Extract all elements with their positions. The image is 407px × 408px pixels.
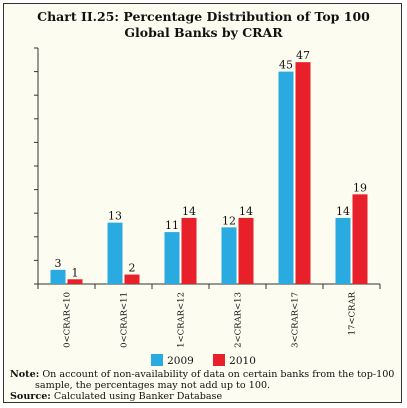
bar-2009-0 (50, 269, 66, 284)
bar-2010-2 (181, 217, 197, 284)
data-label-2010-0: 1 (72, 266, 79, 279)
legend-item-2009: 2009 (151, 354, 194, 367)
x-tick-label: 10<CRAR<11 (120, 292, 130, 349)
bar-2010-0 (67, 279, 83, 284)
x-tick-label: 17<CRAR (348, 291, 358, 335)
data-label-2009-5: 14 (336, 205, 350, 218)
data-label-2010-1: 2 (129, 262, 136, 275)
data-label-2009-0: 3 (55, 257, 62, 270)
data-label-2010-5: 19 (353, 181, 367, 194)
x-tick-label: 12<CRAR<13 (234, 292, 244, 349)
bar-2010-4 (295, 62, 311, 284)
legend-swatch-2009 (151, 354, 164, 366)
data-label-2009-4: 45 (279, 59, 293, 72)
x-tick-label: 0<CRAR<10 (63, 292, 73, 348)
chart-title-line1: Chart II.25: Percentage Distribution of … (37, 9, 370, 24)
chart-frame: Chart II.25: Percentage Distribution of … (3, 3, 402, 403)
x-tick-label: 13<CRAR<17 (291, 292, 301, 349)
bar-2010-3 (238, 217, 254, 284)
chart-notes: Note: On account of non-availability of … (10, 369, 400, 402)
data-label-2009-1: 13 (108, 210, 122, 223)
source-line: Source: Calculated using Banker Database (10, 391, 400, 402)
source-label: Source: (10, 391, 51, 402)
chart-title-line2: Global Banks by CRAR (124, 25, 283, 40)
note-label: Note: (10, 369, 40, 380)
x-tick-label: 11<CRAR<12 (177, 292, 187, 349)
note-line-1: Note: On account of non-availability of … (10, 369, 400, 380)
note-text-1: On account of non-availability of data o… (42, 369, 395, 380)
legend-swatch-2010 (213, 354, 226, 366)
bar-chart: 310<CRAR<1013210<CRAR<11111411<CRAR<1212… (34, 47, 381, 349)
bar-2010-1 (124, 274, 140, 284)
chart-legend: 2009 2010 (4, 354, 403, 367)
bar-2009-4 (278, 71, 294, 284)
bar-2009-3 (221, 227, 237, 284)
legend-label-2010: 2010 (229, 355, 256, 367)
legend-item-2010: 2010 (213, 354, 256, 367)
data-label-2009-3: 12 (222, 214, 236, 227)
bar-2009-1 (107, 222, 123, 284)
bar-2010-5 (352, 194, 368, 284)
legend-label-2009: 2009 (167, 355, 194, 367)
data-label-2010-3: 14 (239, 205, 253, 218)
data-label-2010-4: 47 (296, 49, 310, 62)
chart-title: Chart II.25: Percentage Distribution of … (4, 9, 403, 41)
data-label-2010-2: 14 (182, 205, 196, 218)
data-label-2009-2: 11 (165, 219, 179, 232)
bar-2009-2 (164, 232, 180, 284)
bar-2009-5 (335, 217, 351, 284)
source-text: Calculated using Banker Database (53, 391, 223, 402)
note-line-2: sample, the percentages may not add up t… (35, 380, 271, 391)
